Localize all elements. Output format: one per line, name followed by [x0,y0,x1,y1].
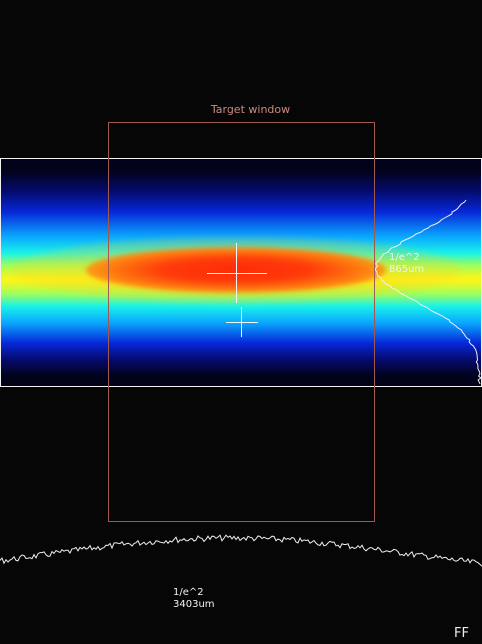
vertical-profile-line [374,199,482,385]
target-window-label: Target window [210,103,291,116]
horizontal-width-label: 1/e^2 3403um [173,587,215,611]
horizontal-width-type: 1/e^2 [173,587,204,598]
target-window-rectangle[interactable] [108,122,375,522]
vertical-width-type: 1/e^2 [389,252,420,263]
vertical-width-label: 1/e^2 865um [389,252,424,276]
ff-mode-label: FF [454,626,469,641]
vertical-width-value: 865um [389,264,425,275]
horizontal-width-value: 3403um [173,599,215,610]
horizontal-profile-line [0,534,482,567]
